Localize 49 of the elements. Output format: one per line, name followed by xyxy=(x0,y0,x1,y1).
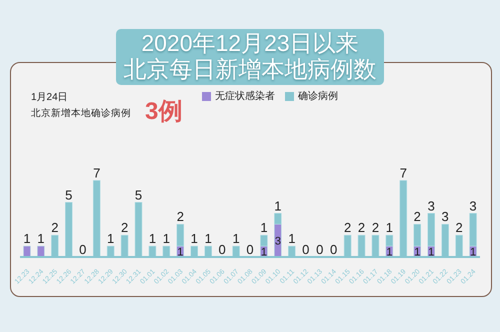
data-label: 7 xyxy=(93,165,100,180)
data-label: 0 xyxy=(316,242,324,257)
data-label: 1 xyxy=(177,246,184,259)
text: 3例 xyxy=(145,97,182,127)
data-label: 1 xyxy=(428,246,434,259)
data-label: 1 xyxy=(232,231,240,246)
data-label: 1 xyxy=(190,231,198,246)
data-label: 0 xyxy=(246,242,254,257)
data-label: 2 xyxy=(176,209,184,224)
data-label: 2 xyxy=(414,209,421,224)
bar xyxy=(37,246,45,257)
data-label: 5 xyxy=(134,187,142,202)
text: 北京新增本地确诊病例 xyxy=(31,107,131,120)
data-label: 1 xyxy=(470,246,476,259)
data-label: 1 xyxy=(260,220,268,236)
data-label: 2 xyxy=(120,220,128,236)
data-label: 1 xyxy=(37,231,45,246)
data-label: 0 xyxy=(79,242,86,257)
data-label: 1 xyxy=(274,198,282,214)
data-label: 1 xyxy=(23,231,31,246)
chart-title: 2020年12月23日以来 xyxy=(140,30,360,56)
data-label: 1 xyxy=(288,231,296,246)
data-label: 1 xyxy=(414,246,420,259)
data-label: 2 xyxy=(455,220,463,236)
data-label: 2 xyxy=(51,220,58,236)
data-label: 3 xyxy=(428,198,435,214)
data-label: 5 xyxy=(65,187,72,202)
data-label: 0 xyxy=(302,242,310,257)
bar xyxy=(23,246,31,257)
data-label: 3 xyxy=(442,209,449,224)
data-label: 1 xyxy=(260,246,268,259)
data-label: 1 xyxy=(148,231,156,246)
data-label: 3 xyxy=(469,198,477,214)
text: 1月24日 xyxy=(31,91,68,104)
legend-label: 确诊病例 xyxy=(298,91,338,102)
data-label: 1 xyxy=(204,231,212,246)
data-label: 0 xyxy=(218,242,226,257)
data-label: 1 xyxy=(162,231,170,246)
data-label: 2 xyxy=(358,220,366,236)
data-label: 0 xyxy=(330,242,338,257)
data-label: 1 xyxy=(386,220,394,236)
chart-subtitle: 北京每日新增本地病例数 xyxy=(122,56,378,82)
data-label: 7 xyxy=(400,165,407,180)
data-label: 3 xyxy=(274,236,281,248)
legend-label: 无症状感染者 xyxy=(215,91,275,102)
data-label: 2 xyxy=(344,220,352,236)
data-label: 2 xyxy=(372,220,380,236)
data-label: 1 xyxy=(107,231,114,246)
data-label: 1 xyxy=(386,246,392,259)
